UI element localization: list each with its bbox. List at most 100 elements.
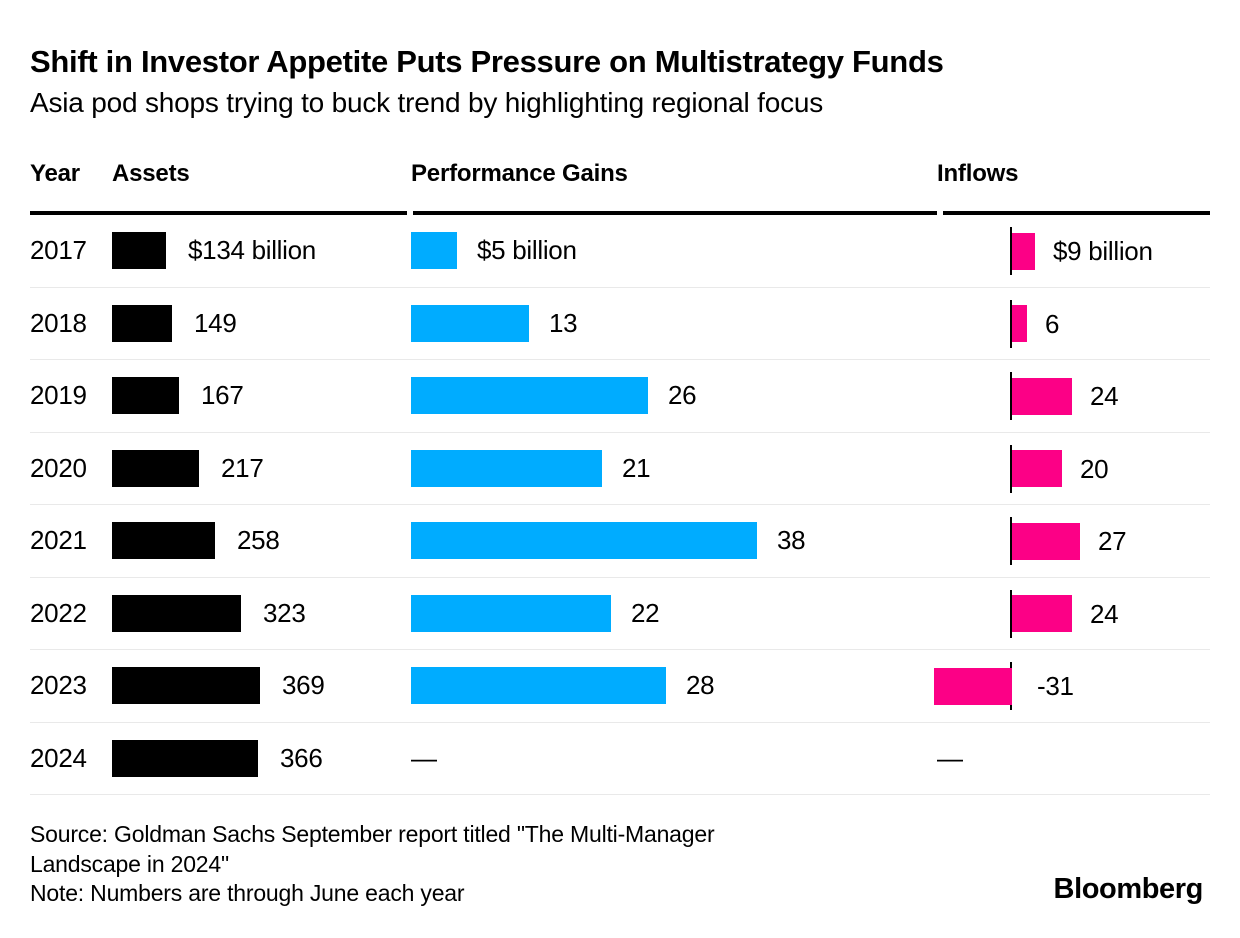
assets-bar [112, 667, 260, 705]
year-cell: 2022 [30, 578, 112, 650]
header-rule [30, 211, 1210, 215]
source-line: Landscape in 2024" [30, 850, 229, 877]
year-cell: 2021 [30, 505, 112, 577]
year-cell: 2017 [30, 215, 112, 287]
year-label: 2018 [30, 307, 87, 338]
inflows-bar [1012, 522, 1080, 560]
assets-bar [112, 522, 215, 560]
year-cell: 2023 [30, 650, 112, 722]
table-row: 2017 $134 billion $5 billion $9 billion [30, 215, 1210, 288]
assets-value-label: 258 [237, 525, 280, 556]
no-data-dash: — [937, 742, 963, 773]
assets-bar [112, 304, 172, 342]
inflows-cell: 24 [937, 360, 1210, 432]
performance-value-label: 28 [686, 670, 715, 701]
column-header-year: Year [30, 160, 80, 187]
table-row: 2023 369 28 -31 [30, 650, 1210, 723]
assets-cell: 149 [112, 288, 411, 360]
performance-cell: 21 [411, 433, 937, 505]
year-label: 2020 [30, 452, 87, 483]
year-label: 2024 [30, 742, 87, 773]
performance-cell: 22 [411, 578, 937, 650]
table-row: 2019 167 26 24 [30, 360, 1210, 433]
inflows-baseline-tick [1010, 227, 1012, 276]
column-header-assets: Assets [112, 160, 190, 187]
inflows-value-label: -31 [1037, 671, 1074, 701]
performance-cell: 28 [411, 650, 937, 722]
assets-value-label: $134 billion [188, 235, 316, 266]
inflows-baseline-tick [1010, 589, 1012, 638]
performance-value-label: 26 [668, 380, 697, 411]
year-label: 2019 [30, 380, 87, 411]
inflows-value-label: 6 [1045, 308, 1060, 339]
performance-cell: — [411, 723, 937, 795]
inflows-value-label: $9 billion [1053, 236, 1153, 266]
performance-bar [411, 232, 457, 270]
inflows-value-label: 24 [1090, 381, 1119, 411]
assets-cell: 323 [112, 578, 411, 650]
header-rule-segment [30, 211, 407, 215]
assets-cell: 369 [112, 650, 411, 722]
inflows-bar [1012, 377, 1072, 415]
inflows-baseline-tick [1010, 299, 1012, 348]
table-row: 2018 149 13 6 [30, 288, 1210, 360]
assets-bar [112, 449, 199, 487]
assets-value-label: 369 [282, 670, 325, 701]
table-row: 2022 323 22 24 [30, 578, 1210, 650]
inflows-cell: -31 [934, 650, 1210, 722]
note-line: Note: Numbers are through June each year [30, 880, 465, 906]
performance-cell: $5 billion [411, 215, 937, 287]
year-label: 2017 [30, 235, 87, 266]
assets-value-label: 149 [194, 307, 237, 338]
year-cell: 2018 [30, 288, 112, 360]
inflows-value-label: 27 [1098, 526, 1127, 556]
bloomberg-logo: Bloomberg [1053, 873, 1204, 905]
inflows-cell: 24 [937, 578, 1210, 650]
assets-cell: 366 [112, 723, 411, 795]
performance-value-label: 21 [622, 452, 651, 483]
column-header-performance: Performance Gains [411, 160, 628, 187]
column-header-inflows: Inflows [937, 160, 1019, 187]
inflows-bar [1012, 595, 1072, 633]
table-row: 2021 258 38 27 [30, 505, 1210, 578]
inflows-bar [1012, 305, 1027, 343]
chart-title: Shift in Investor Appetite Puts Pressure… [30, 44, 944, 79]
assets-bar [112, 377, 179, 415]
assets-cell: 258 [112, 505, 411, 577]
year-label: 2022 [30, 597, 87, 628]
table-body: 2017 $134 billion $5 billion $9 billion 2018… [30, 215, 1210, 795]
table-row: 2024 366 — — [30, 723, 1210, 795]
chart-subtitle: Asia pod shops trying to buck trend by h… [30, 87, 824, 118]
source-note-text: Source: Goldman Sachs September report t… [30, 820, 715, 909]
year-cell: 2024 [30, 723, 112, 795]
year-label: 2023 [30, 670, 87, 701]
inflows-cell: 6 [937, 288, 1210, 360]
assets-bar [112, 232, 166, 270]
performance-cell: 13 [411, 288, 937, 360]
year-label: 2021 [30, 525, 87, 556]
inflows-baseline-tick [1010, 444, 1012, 493]
assets-cell: $134 billion [112, 215, 411, 287]
inflows-bar [934, 667, 1012, 705]
performance-cell: 26 [411, 360, 937, 432]
assets-bar [112, 594, 241, 632]
performance-bar [411, 449, 602, 487]
header-rule-segment [413, 211, 937, 215]
inflows-baseline-tick [1010, 372, 1012, 421]
year-cell: 2019 [30, 360, 112, 432]
assets-value-label: 217 [221, 452, 264, 483]
table-row: 2020 217 21 20 [30, 433, 1210, 505]
performance-value-label: 38 [777, 525, 806, 556]
performance-bar [411, 377, 648, 415]
assets-value-label: 366 [280, 742, 323, 773]
performance-bar [411, 667, 666, 705]
assets-cell: 217 [112, 433, 411, 505]
assets-cell: 167 [112, 360, 411, 432]
performance-value-label: 22 [631, 597, 660, 628]
inflows-cell: 20 [937, 433, 1210, 505]
source-line: Source: Goldman Sachs September report t… [30, 821, 715, 847]
inflows-value-label: 24 [1090, 598, 1119, 629]
performance-value-label: $5 billion [477, 235, 577, 266]
performance-value-label: 13 [549, 307, 578, 338]
